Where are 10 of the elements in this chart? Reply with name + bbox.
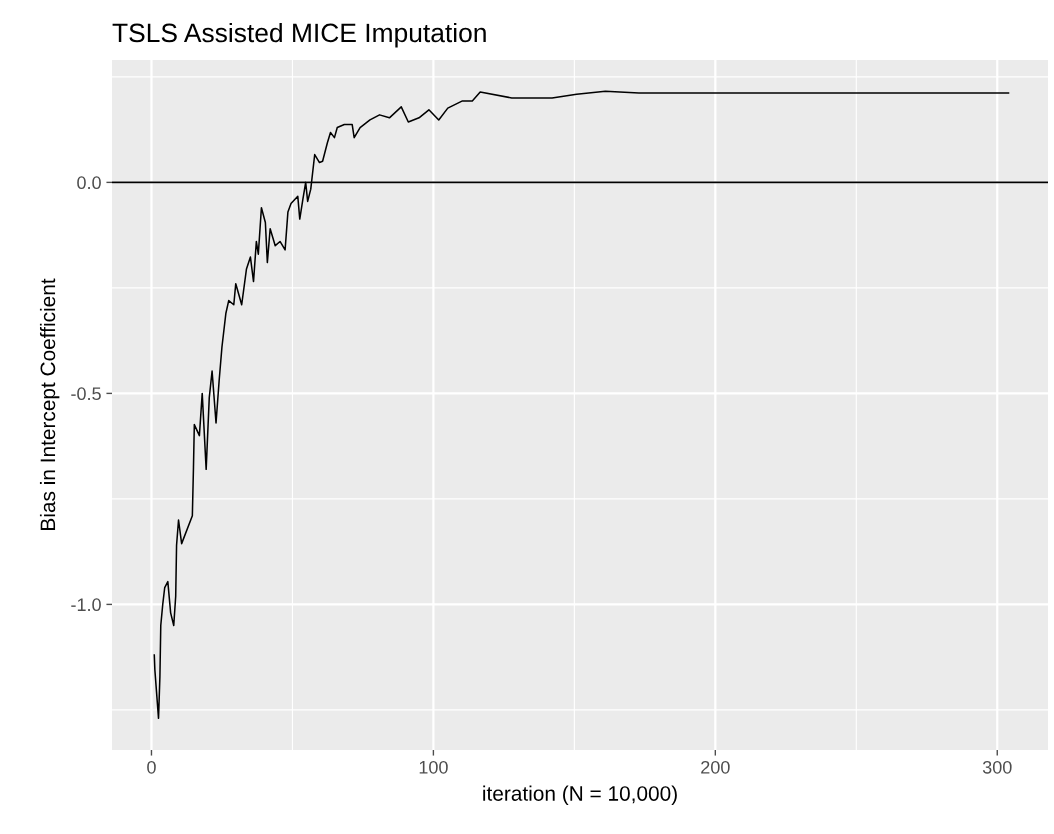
x-axis-title: iteration (N = 10,000) (483, 785, 677, 805)
x-tick-label: 0 (147, 760, 156, 774)
x-tick-label: 200 (701, 760, 730, 774)
x-tick-label: 300 (982, 760, 1012, 774)
chart-title: TSLS Assisted MICE Imputation (112, 22, 486, 48)
y-tick-label: -1.0 (71, 598, 101, 612)
y-axis-title: Bias in Intercept Coefficient (39, 278, 60, 530)
y-tick-label: 0.0 (77, 176, 101, 190)
x-tick-label: 100 (419, 760, 448, 774)
y-tick-label: -0.5 (71, 387, 101, 401)
